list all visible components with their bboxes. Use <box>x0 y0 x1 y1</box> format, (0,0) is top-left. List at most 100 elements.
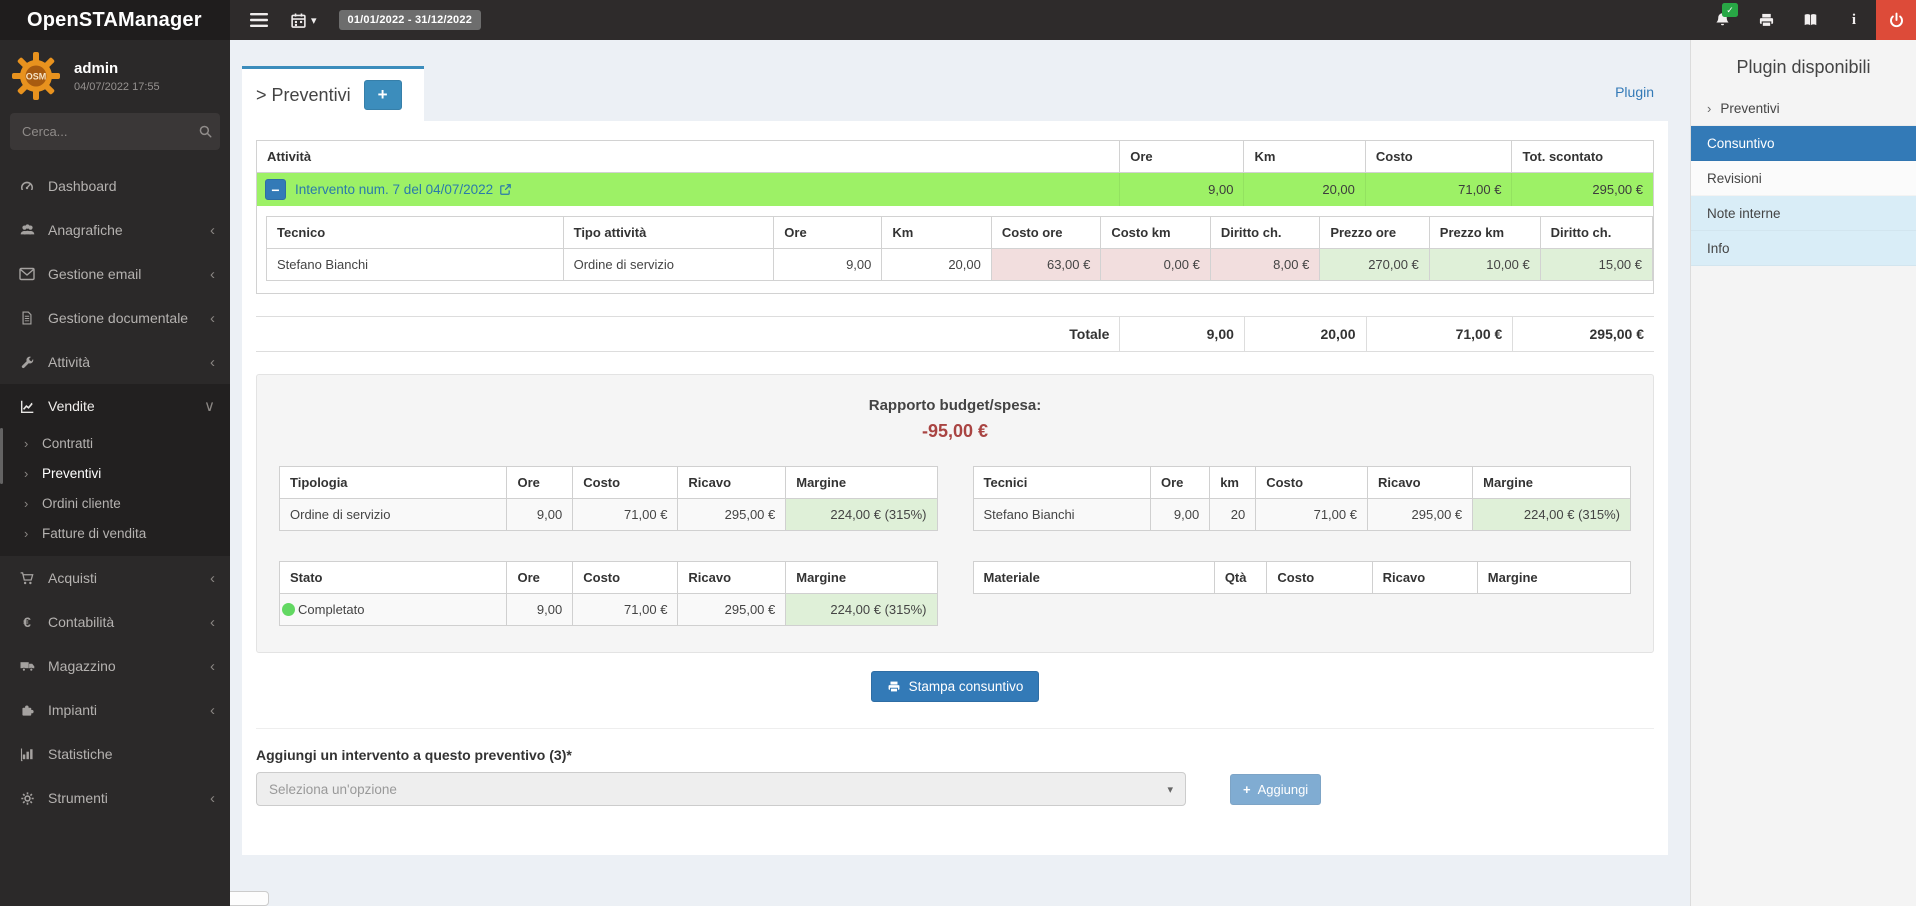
materiale-table: Materiale Qtà Costo Ricavo Margine <box>972 561 1632 594</box>
col-header: Margine <box>1476 561 1632 594</box>
sidebar-item-vendite[interactable]: Vendite ∨ <box>0 384 230 428</box>
col-header: Ricavo <box>677 561 787 594</box>
tab-title: > Preventivi <box>256 84 351 105</box>
sidebar-subitem-preventivi[interactable]: › Preventivi <box>0 458 230 488</box>
plugin-item-preventivi[interactable]: › Preventivi <box>1691 91 1916 126</box>
sidebar-item-anagrafiche[interactable]: Anagrafiche ‹ <box>0 208 230 252</box>
stato-name: Completato <box>278 593 508 626</box>
col-header: Ore <box>1119 141 1244 173</box>
col-header: Km <box>1243 141 1366 173</box>
tecnico-ricavo: 295,00 € <box>1366 498 1474 531</box>
print-consuntivo-button[interactable]: Stampa consuntivo <box>870 671 1040 702</box>
collapse-intervention-button[interactable]: − <box>265 179 286 200</box>
totals-row: Totale 9,00 20,00 71,00 € 295,00 € <box>256 316 1654 352</box>
budget-value: -95,00 € <box>921 421 989 441</box>
section-divider <box>256 728 1654 729</box>
col-header: Ricavo <box>1371 561 1478 594</box>
col-header: Prezzo km <box>1428 216 1541 249</box>
date-range-badge[interactable]: 01/01/2022 - 31/12/2022 <box>338 10 482 30</box>
detail-costo-km: 0,00 € <box>1100 248 1211 281</box>
sidebar-item-statistiche[interactable]: Statistiche <box>0 732 230 776</box>
logout-button[interactable] <box>1876 0 1916 40</box>
osm-gear-avatar: OSM <box>12 52 60 100</box>
chevron-left-icon: ‹ <box>210 569 215 587</box>
detail-diritto-chiamata-costo: 8,00 € <box>1209 248 1321 281</box>
col-header: Materiale <box>972 561 1215 594</box>
intervention-link[interactable]: Intervento num. 7 del 04/07/2022 <box>295 182 512 197</box>
plus-icon: + <box>1243 781 1251 797</box>
topbar-right: ✓ i <box>1700 0 1916 40</box>
sidebar-toggle-button[interactable] <box>246 0 272 40</box>
chart-line-icon <box>15 399 39 414</box>
sidebar-subitem-fatture-di-vendita[interactable]: › Fatture di vendita <box>0 518 230 548</box>
plugin-item-label: Note interne <box>1707 205 1781 221</box>
info-button[interactable]: i <box>1832 0 1876 40</box>
plugin-item-note-interne[interactable]: Note interne <box>1691 196 1916 231</box>
plugin-panel-title: Plugin disponibili <box>1736 57 1871 77</box>
budget-label: Rapporto budget/spesa: <box>868 397 1042 414</box>
sidebar-item-dashboard[interactable]: Dashboard <box>0 164 230 208</box>
col-header: Qtà <box>1213 561 1268 594</box>
left-sidebar: OSM admin 04/07/2022 17:55 Dashboard Ana… <box>0 40 230 906</box>
docs-button[interactable] <box>1788 0 1832 40</box>
sidebar-subitem-label: Contratti <box>42 435 94 451</box>
intervention-select[interactable]: Seleziona un'opzione ▾ <box>256 772 1186 806</box>
col-header: Ore <box>506 466 574 499</box>
intervention-tot-scontato: 295,00 € <box>1511 172 1653 206</box>
totals-table: Totale 9,00 20,00 71,00 € 295,00 € <box>256 316 1654 352</box>
sidebar-item-strumenti[interactable]: Strumenti ‹ <box>0 776 230 820</box>
col-header: Tecnico <box>266 216 564 249</box>
col-header: Tot. scontato <box>1511 141 1653 173</box>
detail-row: Stefano Bianchi Ordine di servizio 9,00 … <box>266 248 1654 281</box>
stato-ricavo: 295,00 € <box>677 593 787 626</box>
col-header: Ore <box>506 561 574 594</box>
chevron-left-icon: ‹ <box>210 701 215 719</box>
date-range-picker[interactable]: ▾ <box>290 12 317 29</box>
tecnico-margine: 224,00 € (315%) <box>1472 498 1631 531</box>
envelope-icon <box>15 267 39 281</box>
sidebar-item-label: Gestione documentale <box>48 310 189 326</box>
search-icon[interactable] <box>198 124 213 139</box>
app-logo[interactable]: OpenSTAManager <box>0 0 230 40</box>
tipologia-ore: 9,00 <box>506 498 574 531</box>
intervention-detail-table: Tecnico Tipo attività Ore Km Costo ore C… <box>266 216 1654 281</box>
col-header: Km <box>881 216 992 249</box>
totals-km: 20,00 <box>1243 316 1367 352</box>
add-record-button[interactable]: + <box>363 80 402 110</box>
search-input[interactable] <box>22 124 198 139</box>
sidebar-item-gestione-email[interactable]: Gestione email ‹ <box>0 252 230 296</box>
plugin-item-revisioni[interactable]: Revisioni <box>1691 161 1916 196</box>
user-datetime: 04/07/2022 17:55 <box>74 80 160 93</box>
sidebar-item-acquisti[interactable]: Acquisti ‹ <box>0 556 230 600</box>
power-icon <box>1888 12 1905 29</box>
sidebar-item-contabilita[interactable]: € Contabilità ‹ <box>0 600 230 644</box>
sidebar-subitem-ordini-cliente[interactable]: › Ordini cliente <box>0 488 230 518</box>
sidebar-subitem-contratti[interactable]: › Contratti <box>0 428 230 458</box>
add-intervention-button[interactable]: + Aggiungi <box>1230 773 1322 805</box>
sidebar-item-magazzino[interactable]: Magazzino ‹ <box>0 644 230 688</box>
col-header: Tipo attività <box>562 216 775 249</box>
print-button[interactable] <box>1744 0 1788 40</box>
tipologia-costo: 71,00 € <box>572 498 679 531</box>
col-header: Attività <box>257 141 1120 173</box>
detail-header-row: Tecnico Tipo attività Ore Km Costo ore C… <box>266 216 1654 249</box>
intervention-ore: 9,00 <box>1119 172 1244 206</box>
sidebar-scrollbar[interactable] <box>0 428 3 484</box>
notifications-button[interactable]: ✓ <box>1700 0 1744 40</box>
tab-preventivi[interactable]: > Preventivi + <box>242 66 424 121</box>
sidebar-item-attivita[interactable]: Attività ‹ <box>0 340 230 384</box>
sidebar-item-impianti[interactable]: Impianti ‹ <box>0 688 230 732</box>
totals-costo: 71,00 € <box>1365 316 1513 352</box>
plugin-item-info[interactable]: Info <box>1691 231 1916 266</box>
sidebar-item-label: Acquisti <box>48 570 98 586</box>
add-button-label: Aggiungi <box>1257 781 1309 797</box>
detail-prezzo-ore: 270,00 € <box>1319 248 1430 281</box>
plugin-link[interactable]: Plugin <box>1615 84 1654 100</box>
external-link-icon <box>499 183 512 196</box>
plugin-item-consuntivo[interactable]: Consuntivo <box>1691 126 1916 161</box>
user-panel: OSM admin 04/07/2022 17:55 <box>0 40 230 100</box>
sidebar-subitem-label: Preventivi <box>42 465 102 481</box>
plugin-item-label: Consuntivo <box>1707 135 1775 151</box>
sidebar-item-gestione-documentale[interactable]: Gestione documentale ‹ <box>0 296 230 340</box>
chevron-left-icon: ‹ <box>210 353 215 371</box>
